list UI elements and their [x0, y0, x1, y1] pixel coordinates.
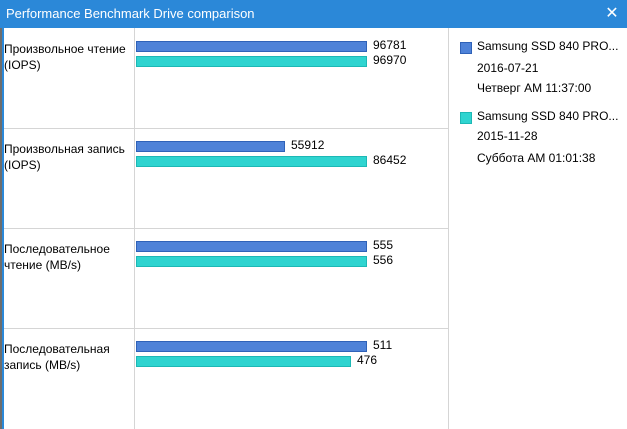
legend-series-a-name: Samsung SSD 840 PRO...: [477, 39, 619, 53]
legend-series-b-name: Samsung SSD 840 PRO...: [477, 109, 619, 123]
legend-series-a-date: 2016-07-21: [477, 61, 539, 75]
bar-series-b: [136, 356, 351, 367]
bar-value-label: 476: [357, 353, 378, 367]
legend-series-b-time: Суббота AM 01:01:38: [477, 151, 596, 165]
window-frame: [2, 28, 4, 429]
bar-series-a: [136, 241, 367, 252]
legend-series-b-date: 2015-11-28: [477, 129, 538, 143]
title-bar[interactable]: Performance Benchmark Drive comparison ✕: [0, 0, 627, 28]
window-title: Performance Benchmark Drive comparison: [6, 6, 255, 21]
bar-value-label: 511: [373, 338, 393, 352]
bar-series-b: [136, 56, 367, 67]
bar-value-label: 555: [373, 238, 394, 252]
legend-swatch-series-b: [460, 112, 472, 124]
bar-value-label: 86452: [373, 153, 407, 167]
close-icon[interactable]: ✕: [605, 5, 619, 22]
row-divider: [4, 228, 448, 229]
chart-area: Произвольное чтение (IOPS) 96781 96970 Прои…: [0, 28, 627, 429]
row-divider: [4, 328, 448, 329]
legend-series-a-time: Четверг AM 11:37:00: [477, 81, 592, 95]
legend-column-divider: [448, 28, 449, 429]
bar-value-label: 556: [373, 253, 394, 267]
row-label: Последовательная запись (MB/s): [4, 342, 110, 372]
bar-series-b: [136, 156, 367, 167]
bar-series-a: [136, 341, 367, 352]
bar-series-a: [136, 141, 285, 152]
bar-value-label: 96781: [373, 38, 407, 52]
row-label: Последовательное чтение (MB/s): [4, 242, 110, 272]
bar-series-b: [136, 256, 367, 267]
row-divider: [4, 128, 448, 129]
bar-series-a: [136, 41, 367, 52]
window-border: [0, 28, 2, 429]
bar-value-label: 96970: [373, 53, 407, 67]
row-label: Произвольное чтение (IOPS): [4, 42, 126, 72]
bar-value-label: 55912: [291, 138, 325, 152]
legend-swatch-series-a: [460, 42, 472, 54]
row-label: Произвольная запись (IOPS): [4, 142, 125, 172]
